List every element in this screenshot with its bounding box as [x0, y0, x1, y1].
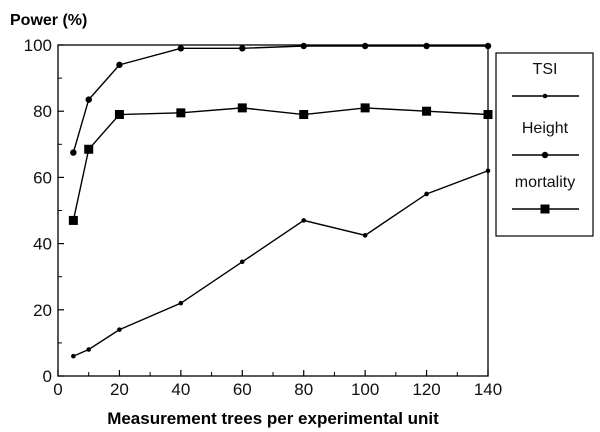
data-point-mortality: [114, 110, 124, 120]
series-height: [70, 42, 492, 156]
data-point-mortality: [84, 144, 94, 154]
series-line-height: [72, 45, 488, 153]
x-tick-label: 0: [53, 380, 62, 399]
y-tick-label: 80: [33, 102, 52, 121]
series-line-tsi: [73, 170, 489, 357]
data-point-tsi: [178, 300, 184, 306]
data-point-mortality: [299, 110, 309, 120]
legend-label-mortality: mortality: [515, 174, 575, 191]
x-tick-label: 120: [412, 380, 440, 399]
data-point-height: [300, 42, 307, 50]
legend-marker-tsi: [542, 93, 548, 99]
x-axis-label: Measurement trees per experimental unit: [107, 409, 439, 428]
series-layer: [68, 42, 493, 359]
y-tick-label: 0: [43, 367, 52, 386]
data-point-height: [85, 96, 92, 103]
data-point-tsi: [86, 347, 92, 352]
data-point-tsi: [424, 191, 429, 197]
data-point-tsi: [301, 218, 307, 223]
x-axis: 0 20 40 60 80 100 120 140: [53, 370, 502, 399]
legend-label-tsi: TSI: [533, 61, 558, 78]
y-axis-label: Power (%): [10, 12, 87, 29]
data-point-mortality: [68, 215, 78, 225]
y-tick-label: 20: [33, 301, 52, 320]
x-tick-label: 20: [110, 380, 129, 399]
legend-marker-mortality: [540, 204, 550, 214]
legend-label-height: Height: [522, 120, 569, 137]
legend-marker-height: [541, 151, 549, 159]
data-point-height: [177, 45, 185, 52]
y-axis: 0 20 40 60 80 100: [24, 36, 64, 386]
data-point-height: [116, 61, 123, 69]
data-point-mortality: [360, 103, 370, 113]
x-tick-label: 140: [474, 380, 502, 399]
data-point-tsi: [71, 353, 76, 359]
data-point-tsi: [239, 259, 245, 265]
data-point-height: [361, 42, 369, 50]
data-point-height: [70, 149, 77, 156]
y-tick-label: 40: [33, 235, 52, 254]
data-point-height: [239, 45, 246, 52]
y-tick-label: 60: [33, 168, 52, 187]
series-mortality: [68, 103, 493, 225]
series-line-mortality: [72, 107, 489, 221]
data-point-tsi: [485, 168, 491, 174]
series-tsi: [71, 168, 491, 359]
data-point-tsi: [362, 233, 368, 238]
x-tick-label: 80: [294, 380, 313, 399]
data-point-tsi: [117, 327, 122, 332]
x-tick-label: 100: [351, 380, 379, 399]
x-tick-label: 40: [171, 380, 190, 399]
data-point-height: [484, 42, 492, 50]
legend: TSI Height mortality: [495, 52, 594, 237]
plot-frame: [57, 44, 489, 377]
data-point-mortality: [176, 108, 186, 118]
x-tick-label: 60: [233, 380, 252, 399]
data-point-mortality: [483, 110, 493, 120]
data-point-mortality: [237, 103, 247, 113]
y-tick-label: 100: [24, 36, 52, 55]
data-point-height: [423, 42, 430, 50]
data-point-mortality: [422, 106, 432, 116]
